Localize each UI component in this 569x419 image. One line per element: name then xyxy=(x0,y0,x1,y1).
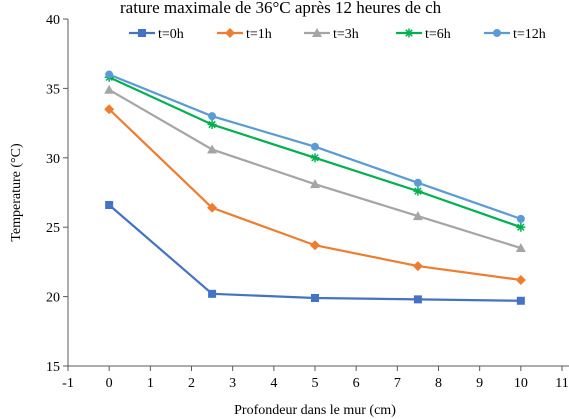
legend-item: t=12h xyxy=(484,27,546,42)
data-point xyxy=(412,211,423,221)
x-tick-label: 3 xyxy=(229,376,236,391)
x-tick-label: 2 xyxy=(188,376,195,391)
x-tick-label: 4 xyxy=(270,376,277,391)
x-tick-label: 9 xyxy=(476,376,483,391)
data-point xyxy=(412,261,423,272)
data-point xyxy=(413,178,422,187)
legend-marker xyxy=(404,28,414,38)
legend-item: t=3h xyxy=(304,27,359,42)
series-t=3h xyxy=(104,84,526,253)
x-tick-label: 1 xyxy=(147,376,154,391)
x-tick-label: 0 xyxy=(106,376,113,391)
asterisk-stroke xyxy=(208,120,216,129)
plot-area xyxy=(104,70,526,305)
data-point xyxy=(105,200,114,209)
data-point xyxy=(413,295,422,304)
legend-marker xyxy=(138,29,146,37)
data-point xyxy=(104,104,115,115)
x-tick-label: 6 xyxy=(353,376,360,391)
series-line xyxy=(108,204,521,302)
x-tick-label: 10 xyxy=(514,376,528,391)
x-tick-label: 8 xyxy=(435,376,442,391)
data-point xyxy=(104,84,115,94)
x-tick-label: 7 xyxy=(394,376,401,391)
data-point xyxy=(311,142,319,151)
legend-label: t=12h xyxy=(513,27,546,42)
y-tick-label: 40 xyxy=(46,13,60,28)
data-point xyxy=(207,119,217,129)
legend-item: t=6h xyxy=(396,27,451,42)
data-point xyxy=(516,296,525,305)
series-t=6h xyxy=(104,72,526,232)
data-point xyxy=(413,186,423,196)
x-tick-label: 11 xyxy=(555,376,568,391)
asterisk-stroke xyxy=(405,29,413,37)
x-tick-label: 5 xyxy=(312,376,319,391)
data-point xyxy=(515,243,526,253)
legend-label: t=0h xyxy=(158,27,184,42)
legend-label: t=3h xyxy=(333,27,359,42)
series-t=0h xyxy=(105,200,525,305)
asterisk-stroke xyxy=(517,223,525,231)
y-axis-title: Temperature (°C) xyxy=(9,143,24,242)
data-point xyxy=(208,289,217,298)
axes: 15 20 25 30 35 40 -1 0 1 2 3 4 5 6 7 8 9 10 11 xyxy=(46,13,569,391)
legend-item: t=0h xyxy=(129,27,184,42)
clipped-caption-text: rature maximale de 36°C après 12 heures … xyxy=(120,0,442,17)
y-tick-label: 30 xyxy=(46,152,60,167)
y-tick-label: 35 xyxy=(46,82,60,97)
data-point xyxy=(105,70,114,79)
asterisk-stroke xyxy=(311,154,319,162)
data-point xyxy=(311,293,319,302)
y-tick-label: 25 xyxy=(46,221,60,236)
data-point xyxy=(515,274,526,285)
x-axis-title: Profondeur dans le mur (cm) xyxy=(234,403,396,418)
data-point xyxy=(516,222,526,232)
legend: t=0h t=1h t=3h t=6h t=12h xyxy=(129,27,546,42)
data-point xyxy=(310,179,320,189)
data-point xyxy=(208,112,217,121)
series-t=1h xyxy=(104,104,526,285)
legend-label: t=6h xyxy=(425,27,451,42)
data-point xyxy=(207,202,218,213)
data-point xyxy=(310,240,320,251)
legend-marker xyxy=(225,28,235,38)
y-tick-label: 15 xyxy=(46,360,60,375)
series-t=12h xyxy=(105,70,525,223)
data-point xyxy=(516,214,525,223)
legend-marker xyxy=(312,28,322,37)
asterisk-stroke xyxy=(414,187,422,195)
series-line xyxy=(108,108,521,282)
legend-item: t=1h xyxy=(217,27,272,42)
y-tick-label: 20 xyxy=(46,291,60,306)
x-tick-label: -1 xyxy=(62,376,74,391)
legend-marker xyxy=(493,29,501,37)
data-point xyxy=(207,144,218,154)
legend-label: t=1h xyxy=(246,27,272,42)
data-point xyxy=(310,153,320,163)
